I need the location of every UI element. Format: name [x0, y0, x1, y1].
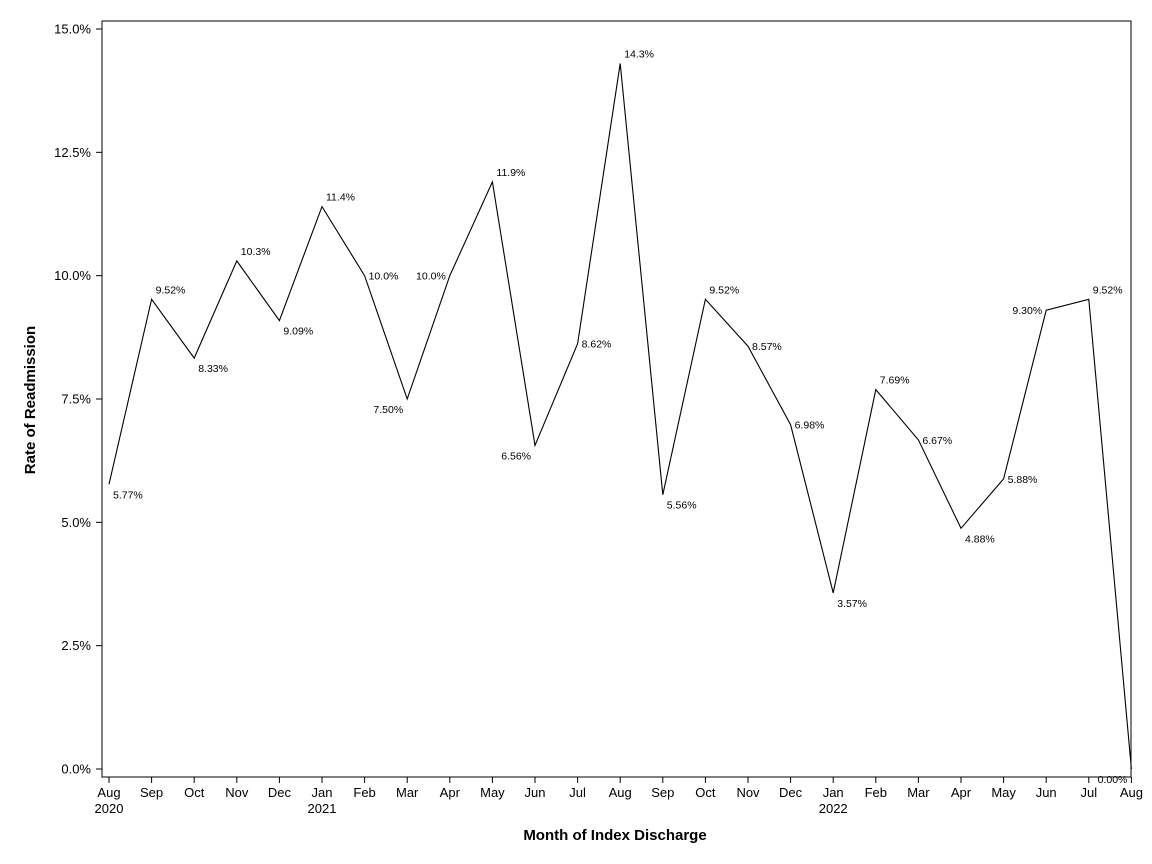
y-tick-label: 12.5% — [54, 145, 91, 160]
data-label: 7.69% — [880, 375, 910, 387]
data-label: 10.3% — [241, 246, 271, 258]
y-tick-label: 0.0% — [61, 762, 91, 777]
y-axis-title: Rate of Readmission — [22, 326, 39, 474]
x-tick-label: Apr — [440, 785, 461, 800]
data-labels: 5.77% 9.52% 8.33% 10.3% 9.09% 11.4% 10.0% 7.50%… — [113, 49, 1127, 786]
x-tick-label: Nov — [736, 785, 760, 800]
x-tick-label: Oct — [184, 785, 205, 800]
y-axis: 0.0% 2.5% 5.0% 7.5% 10.0% 12.5% 15.0% — [54, 22, 102, 777]
x-tick-label: Aug — [97, 785, 120, 800]
data-label: 9.52% — [709, 284, 739, 296]
x-tick-label: Jun — [1036, 785, 1057, 800]
x-tick-label: Apr — [951, 785, 972, 800]
data-label: 11.4% — [326, 192, 355, 204]
x-axis-title: Month of Index Discharge — [523, 827, 706, 844]
y-tick-label: 7.5% — [61, 392, 91, 407]
data-label: 9.30% — [1012, 305, 1042, 317]
x-tick-label: Aug — [609, 785, 632, 800]
data-label: 7.50% — [373, 404, 403, 416]
data-label: 10.0% — [369, 271, 399, 283]
x-tick-label: Dec — [268, 785, 292, 800]
x-tick-label: May — [480, 785, 505, 800]
x-year-label: 2021 — [308, 801, 337, 816]
data-label: 3.57% — [837, 598, 867, 610]
y-tick-label: 2.5% — [61, 638, 91, 653]
x-tick-label: Feb — [353, 785, 375, 800]
series-line — [108, 63, 1132, 770]
data-label: 5.88% — [1008, 474, 1038, 486]
data-label: 10.0% — [416, 271, 446, 283]
data-label: 14.3% — [624, 49, 654, 61]
x-year-label: 2022 — [819, 801, 848, 816]
x-tick-label: Sep — [140, 785, 163, 800]
x-tick-label: Oct — [695, 785, 716, 800]
x-tick-label: Mar — [907, 785, 930, 800]
x-tick-label: Feb — [865, 785, 887, 800]
x-tick-label: Aug — [1120, 785, 1143, 800]
y-tick-label: 5.0% — [61, 515, 91, 530]
data-label: 8.57% — [752, 341, 782, 353]
data-label: 8.33% — [198, 363, 228, 375]
series-group — [108, 63, 1132, 770]
x-tick-label: Dec — [779, 785, 803, 800]
data-label: 8.62% — [582, 339, 612, 351]
data-label: 6.67% — [922, 435, 952, 447]
x-year-label: 2020 — [95, 801, 124, 816]
y-tick-label: 15.0% — [54, 22, 91, 37]
data-label: 9.52% — [1093, 284, 1123, 296]
x-tick-label: Jan — [823, 785, 844, 800]
data-label: 9.09% — [283, 326, 313, 338]
data-label: 0.00% — [1098, 774, 1128, 786]
data-label: 9.52% — [156, 284, 186, 296]
x-tick-label: Jun — [525, 785, 546, 800]
data-label: 11.9% — [496, 167, 525, 179]
data-label: 5.77% — [113, 489, 143, 501]
x-tick-label: Nov — [225, 785, 249, 800]
x-tick-label: Sep — [651, 785, 674, 800]
x-tick-label: Mar — [396, 785, 419, 800]
x-tick-label: Jul — [569, 785, 586, 800]
data-label: 5.56% — [667, 500, 697, 512]
x-tick-label: Jan — [312, 785, 333, 800]
data-label: 6.98% — [795, 420, 825, 432]
x-tick-label: May — [991, 785, 1016, 800]
y-tick-label: 10.0% — [54, 268, 91, 283]
data-label: 4.88% — [965, 533, 995, 545]
data-label: 6.56% — [501, 450, 531, 462]
plot-frame — [101, 20, 1132, 778]
x-tick-label: Jul — [1080, 785, 1097, 800]
